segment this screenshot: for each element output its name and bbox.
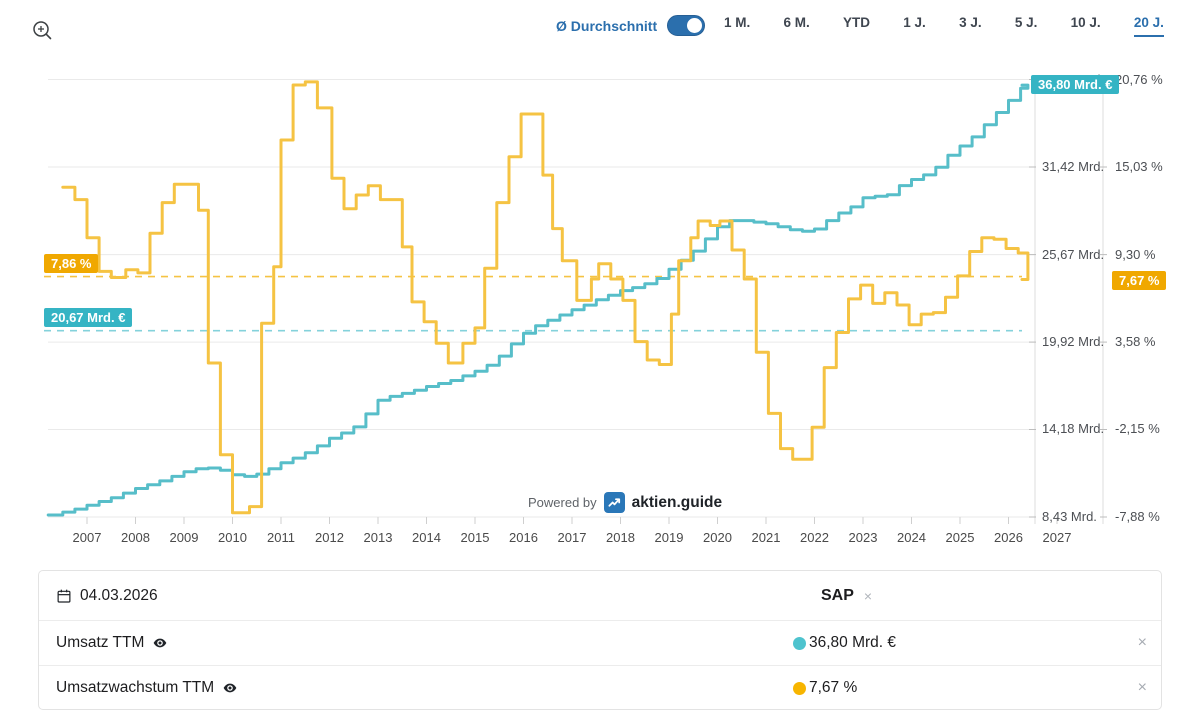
period-button-1j[interactable]: 1 J.: [903, 15, 926, 30]
metric-value: 36,80 Mrd. €: [809, 634, 897, 651]
metric-label: Umsatzwachstum TTM: [56, 679, 215, 696]
visibility-eye-icon[interactable]: [222, 680, 238, 696]
date-row: 04.03.2026 SAP ×: [39, 571, 1161, 621]
revenue-axis-tick: 8,43 Mrd.: [1042, 509, 1097, 524]
year-axis-tick: 2009: [169, 530, 199, 545]
growth-axis-tick: -2,15 %: [1115, 421, 1160, 437]
year-axis-tick: 2017: [557, 530, 587, 545]
last-revenue-badge: 36,80 Mrd. €: [1031, 75, 1120, 95]
year-axis-tick: 2014: [412, 530, 441, 545]
year-axis-tick: 2008: [121, 530, 150, 545]
year-axis-tick: 2022: [800, 530, 829, 545]
period-button-1m[interactable]: 1 M.: [724, 15, 751, 30]
revenue-series-dot: [793, 636, 806, 650]
growth-series-dot: [793, 681, 806, 695]
period-button-ytd[interactable]: YTD: [843, 15, 871, 30]
year-axis-tick: 2015: [460, 530, 490, 545]
year-axis-tick: 2010: [218, 530, 247, 545]
year-axis-tick: 2007: [72, 530, 102, 545]
toggle-knob: [687, 17, 703, 33]
period-button-10j[interactable]: 10 J.: [1070, 15, 1101, 30]
metric-row-umsatzwachstum: Umsatzwachstum TTM 7,67 % ×: [39, 666, 1161, 710]
year-axis-tick: 2018: [606, 530, 635, 545]
year-axis-tick: 2020: [703, 530, 732, 545]
revenue-axis-tick: 25,67 Mrd.: [1042, 246, 1105, 262]
revenue-axis-tick: 31,42 Mrd.: [1042, 159, 1105, 175]
legend-panel: 04.03.2026 SAP × Umsatz TTM 36,80 Mrd. €…: [38, 570, 1162, 710]
symbol-cell: SAP ×: [793, 587, 1107, 605]
calendar-icon: [57, 589, 71, 603]
year-axis-tick: 2016: [509, 530, 538, 545]
metric-row-umsatz: Umsatz TTM 36,80 Mrd. € ×: [39, 621, 1161, 666]
growth-axis-tick: 15,03 %: [1115, 159, 1163, 175]
revenue-axis-tick: 14,18 Mrd.: [1042, 421, 1105, 437]
watermark-brand: aktien.guide: [631, 493, 723, 511]
growth-axis-tick: 20,76 %: [1115, 71, 1163, 87]
year-axis-tick: 2019: [654, 530, 684, 545]
last-growth-badge: 7,67 %: [1112, 271, 1167, 291]
average-growth-badge: 7,86 %: [44, 253, 99, 273]
period-selector: 1 M. 6 M. YTD 1 J. 3 J. 5 J. 10 J. 20 J.: [724, 15, 1164, 37]
aktien-guide-logo-icon: [603, 492, 625, 513]
remove-metric-icon[interactable]: ×: [1137, 679, 1147, 696]
watermark-prefix: Powered by: [528, 495, 597, 510]
symbol-label: SAP: [821, 586, 854, 604]
chart-plot[interactable]: [0, 0, 1200, 560]
watermark: Powered by aktien.guide: [528, 492, 722, 513]
visibility-eye-icon[interactable]: [152, 635, 168, 651]
chart-area[interactable]: 8,43 Mrd. 14,18 Mrd. 19,92 Mrd. 25,67 Mrd. 3…: [0, 48, 1200, 560]
average-toggle[interactable]: [667, 15, 706, 36]
year-axis-tick: 2011: [267, 530, 295, 545]
year-axis-tick: 2026: [994, 530, 1023, 545]
metric-value: 7,67 %: [809, 679, 858, 696]
zoom-in-icon[interactable]: [30, 18, 56, 44]
selected-date: 04.03.2026: [80, 586, 158, 604]
average-revenue-badge: 20,67 Mrd. €: [44, 307, 133, 327]
year-axis-tick: 2027: [1042, 530, 1072, 545]
average-control: Ø Durchschnitt: [556, 15, 706, 36]
year-axis-tick: 2021: [751, 530, 781, 545]
year-axis-tick: 2013: [363, 530, 393, 545]
year-axis-tick: 2025: [945, 530, 975, 545]
average-toggle-label: Ø Durchschnitt: [556, 17, 658, 34]
revenue-axis-tick: 19,92 Mrd.: [1042, 334, 1105, 350]
growth-axis-tick: 9,30 %: [1115, 246, 1156, 262]
period-button-5j[interactable]: 5 J.: [1014, 15, 1038, 30]
metric-label: Umsatz TTM: [56, 634, 145, 651]
growth-axis-tick: -7,88 %: [1115, 509, 1160, 524]
year-axis-tick: 2012: [315, 530, 344, 545]
year-axis-tick: 2023: [848, 530, 878, 545]
remove-symbol-icon[interactable]: ×: [863, 587, 873, 604]
period-button-3j[interactable]: 3 J.: [959, 15, 982, 30]
growth-axis-tick: 3,58 %: [1115, 333, 1156, 349]
date-cell[interactable]: 04.03.2026: [39, 587, 793, 605]
period-button-6m[interactable]: 6 M.: [783, 15, 810, 30]
year-axis-tick: 2024: [897, 530, 926, 545]
remove-metric-icon[interactable]: ×: [1137, 634, 1147, 651]
period-button-20j[interactable]: 20 J.: [1133, 15, 1164, 37]
